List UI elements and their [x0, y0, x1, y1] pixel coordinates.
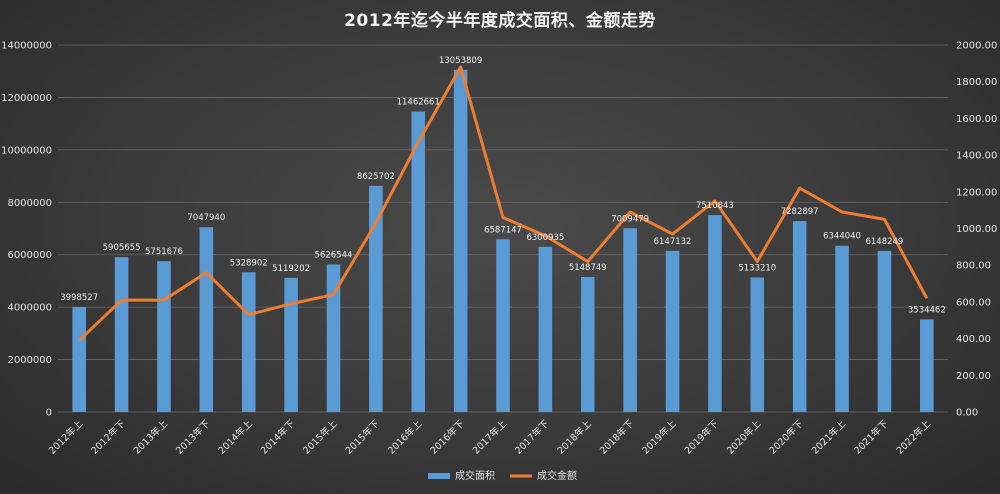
legend-swatch-bar — [428, 473, 450, 479]
y-left-tick-label: 0 — [46, 408, 52, 419]
y-right-tick-label: 1000.00 — [956, 224, 997, 235]
bar-data-label: 5626544 — [315, 251, 353, 261]
y-right-tick-label: 600.00 — [956, 297, 991, 308]
x-tick-label: 2012年上 — [46, 417, 85, 456]
legend: 成交面积 成交金额 — [428, 469, 577, 482]
y-right-tick-label: 2000.00 — [956, 41, 997, 52]
x-tick-label: 2017年下 — [512, 418, 551, 457]
bar — [72, 307, 86, 412]
x-tick-label: 2018年下 — [597, 418, 636, 457]
y-right-tick-label: 1800.00 — [956, 77, 997, 88]
x-tick-label: 2012年下 — [89, 418, 128, 457]
bar — [623, 228, 637, 412]
bar-data-label: 5328902 — [230, 258, 268, 268]
x-tick-label: 2014年上 — [216, 417, 255, 456]
bar — [157, 261, 171, 412]
x-tick-label: 2019年上 — [640, 417, 679, 456]
bar-data-label: 8625702 — [357, 172, 395, 182]
legend-label-area: 成交面积 — [455, 469, 495, 482]
bar-data-label: 6147132 — [654, 237, 692, 247]
bar-data-label: 7047940 — [187, 213, 225, 223]
bar — [665, 250, 680, 412]
y-right-tick-label: 1200.00 — [956, 187, 997, 198]
bar-data-label: 7510843 — [696, 201, 734, 211]
line-series — [78, 65, 929, 342]
x-tick-label: 2021年下 — [852, 418, 891, 457]
chart-title: 2012年迄今半年度成交面积、金额走势 — [344, 11, 656, 31]
bar — [877, 250, 892, 412]
x-tick-label: 2015年下 — [343, 418, 382, 457]
x-tick-label: 2013年上 — [131, 417, 170, 456]
bar-data-label: 6587147 — [484, 225, 522, 235]
y-left-tick-label: 10000000 — [1, 145, 52, 156]
bar — [453, 69, 468, 413]
bar — [241, 272, 256, 412]
x-tick-label: 2022年上 — [894, 417, 933, 456]
x-tick-label: 2021年上 — [809, 417, 848, 456]
bar — [580, 277, 595, 412]
bar-data-label: 6148249 — [865, 237, 903, 247]
bar — [835, 245, 849, 412]
y-left-tick-label: 14000000 — [1, 41, 52, 52]
bar — [792, 221, 807, 412]
bar-data-label: 5133210 — [738, 263, 776, 273]
y-left-tick-label: 6000000 — [7, 250, 52, 261]
legend-label-amount: 成交金额 — [537, 469, 577, 482]
bar-data-label: 5119202 — [272, 264, 310, 274]
bar-data-label: 6300935 — [526, 233, 564, 243]
y-right-tick-label: 800.00 — [956, 261, 991, 272]
y-left-tick-label: 8000000 — [7, 198, 52, 209]
x-tick-label: 2013年下 — [173, 418, 212, 457]
bar — [496, 239, 510, 412]
y-right-tick-label: 0.00 — [956, 408, 978, 419]
bar-data-label: 13053809 — [439, 56, 482, 66]
bar — [538, 246, 553, 412]
y-left-tick-label: 4000000 — [7, 303, 52, 314]
y-right-tick-label: 1600.00 — [956, 114, 997, 125]
bar — [199, 227, 214, 412]
bar — [114, 257, 129, 412]
bar — [326, 264, 341, 412]
x-tick-label: 2016年下 — [428, 418, 467, 457]
bar-data-label: 7009479 — [611, 214, 649, 224]
bar — [708, 215, 722, 412]
x-tick-label: 2018年上 — [555, 417, 594, 456]
x-tick-label: 2019年下 — [682, 418, 721, 457]
bar — [369, 185, 383, 412]
x-tick-label: 2020年上 — [724, 417, 763, 456]
bar-data-label: 6344040 — [823, 232, 861, 242]
x-tick-label: 2016年上 — [385, 417, 424, 456]
bar — [284, 277, 298, 412]
y-right-tick-label: 200.00 — [956, 371, 991, 382]
bar-data-label: 11462661 — [397, 98, 440, 108]
bar-data-label: 3998527 — [60, 293, 98, 303]
y-right-tick-label: 400.00 — [956, 334, 991, 345]
bar — [750, 277, 765, 412]
bar-data-label: 5148749 — [569, 263, 607, 273]
bar-series — [72, 69, 934, 413]
x-tick-label: 2015年上 — [301, 417, 340, 456]
bar-data-label: 7282897 — [781, 207, 819, 217]
bar — [411, 111, 426, 412]
bar-data-label: 5751676 — [145, 247, 183, 257]
bar-data-label: 5905655 — [103, 243, 141, 253]
x-tick-label: 2020年下 — [767, 418, 806, 457]
bar — [920, 319, 934, 412]
bar-data-label: 3534462 — [908, 305, 946, 315]
y-right-tick-label: 1400.00 — [956, 151, 997, 162]
y-left-tick-label: 2000000 — [7, 355, 52, 366]
x-tick-label: 2017年上 — [470, 417, 509, 456]
x-tick-label: 2014年下 — [258, 418, 297, 457]
y-left-tick-label: 12000000 — [1, 93, 52, 104]
